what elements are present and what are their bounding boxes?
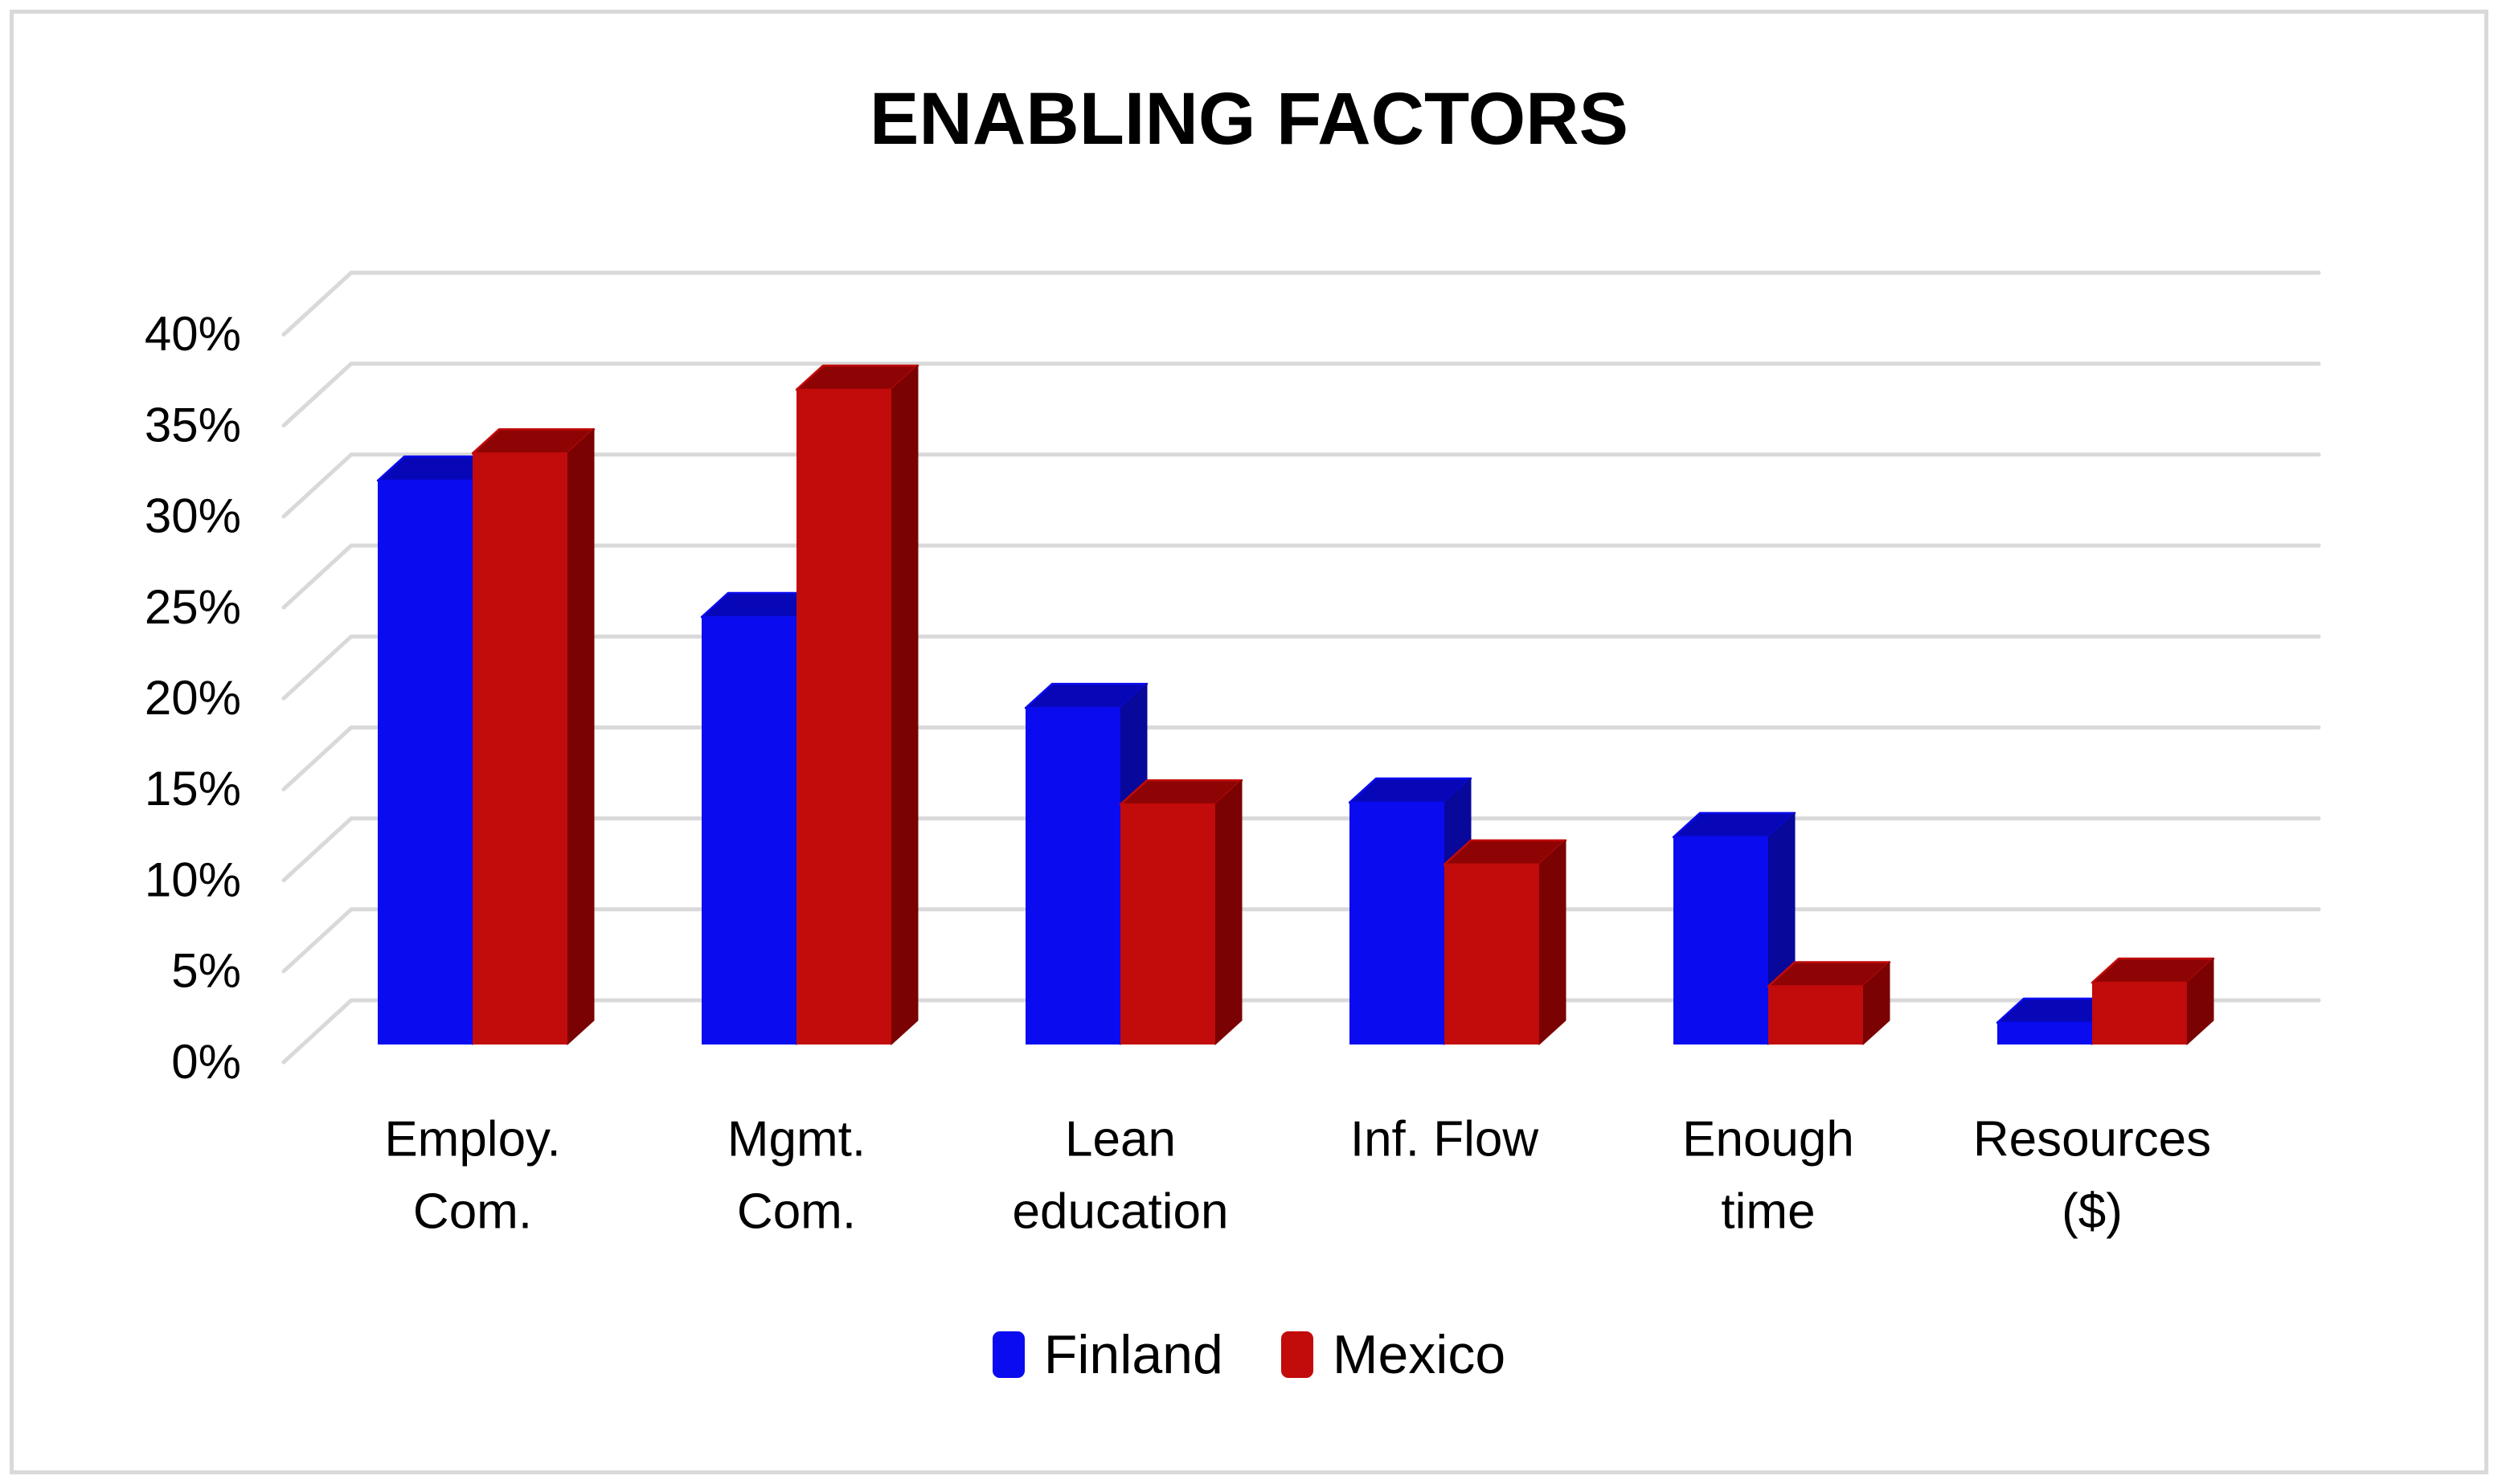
y-axis-tick-label-20: 20% [145, 671, 241, 725]
x-axis-label-employ-com-line1: Employ. [384, 1111, 560, 1167]
legend-label-mexico: Mexico [1332, 1324, 1506, 1385]
x-axis-label-mgmt-com-line1: Mgmt. [727, 1111, 866, 1167]
gridline-35pct [281, 362, 2321, 428]
bar-mexico-lean-education-side-face [1214, 779, 1243, 1046]
bar-finland-lean-education-front-face [1026, 708, 1120, 1045]
legend-swatch-mexico [1280, 1331, 1313, 1378]
bar-mexico-inf-flow-front-face [1444, 864, 1539, 1045]
y-axis-tick-label-0: 0% [171, 1035, 241, 1089]
bar-mexico-employ-com-side-face [567, 428, 595, 1046]
chart-frame-border [10, 10, 2488, 1474]
x-axis-label-lean-education-line2: education [1013, 1184, 1229, 1239]
y-axis-tick-label-35: 35% [145, 398, 241, 452]
bar-finland-mgmt-com-front-face [702, 616, 796, 1045]
x-axis-label-resources-line1: Resources [1973, 1111, 2211, 1167]
x-axis-label-mgmt-com-line2: Com. [737, 1184, 856, 1239]
y-axis-tick-label-10: 10% [145, 852, 241, 906]
bar-finland-enough-time-front-face [1673, 836, 1768, 1045]
bar-mexico-resources-front-face [2092, 983, 2187, 1045]
legend-label-finland: Finland [1043, 1324, 1223, 1385]
gridline-25pct [281, 543, 2321, 610]
gridline-0pct [281, 998, 2321, 1065]
gridline-10pct [281, 816, 2321, 883]
gridline-40pct [281, 270, 2321, 337]
bar-mexico-employ-com-front-face [473, 453, 567, 1045]
gridline-30pct [281, 452, 2321, 519]
x-axis-label-resources-line2: ($) [2062, 1184, 2123, 1239]
gridline-20pct [281, 634, 2321, 701]
bar-mexico-mgmt-com-side-face [891, 364, 919, 1046]
legend-item-mexico: Mexico [1280, 1324, 1506, 1385]
bar-finland-inf-flow-front-face [1349, 802, 1444, 1045]
gridline-15pct [281, 725, 2321, 791]
bar-mexico-lean-education-front-face [1120, 804, 1215, 1045]
y-axis-tick-label-30: 30% [145, 489, 241, 543]
x-axis-label-enough-time-line1: Enough [1682, 1111, 1854, 1167]
legend: Finland Mexico [0, 1327, 2498, 1382]
bar-finland-resources-front-face [1997, 1022, 2092, 1045]
x-axis-label-enough-time-line2: time [1721, 1184, 1815, 1239]
y-axis-tick-label-5: 5% [171, 944, 241, 998]
x-axis-label-inf-flow-line1: Inf. Flow [1350, 1111, 1539, 1167]
y-axis-tick-label-15: 15% [145, 762, 241, 816]
bar-mexico-mgmt-com-front-face [796, 389, 891, 1045]
legend-item-finland: Finland [992, 1324, 1223, 1385]
gridline-5pct [281, 907, 2321, 974]
y-axis-tick-label-25: 25% [145, 580, 241, 634]
bar-finland-employ-com-front-face [378, 480, 473, 1045]
chart-title: ENABLING FACTORS [870, 78, 1628, 160]
x-axis-label-lean-education-line1: Lean [1065, 1111, 1176, 1167]
bar-mexico-enough-time-front-face [1768, 986, 1863, 1045]
x-axis-label-employ-com-line2: Com. [413, 1184, 532, 1239]
y-axis-tick-label-40: 40% [145, 307, 241, 361]
bar-mexico-inf-flow-side-face [1538, 839, 1566, 1046]
legend-swatch-finland [992, 1331, 1025, 1378]
